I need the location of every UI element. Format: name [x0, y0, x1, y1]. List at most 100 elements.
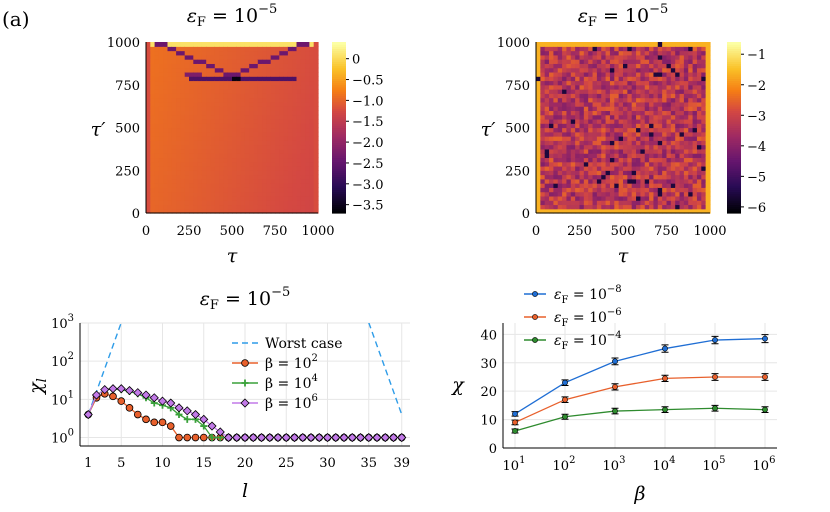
heatmap-cell: [184, 170, 190, 176]
heatmap-cell: [592, 165, 598, 171]
heatmap-cell: [675, 89, 681, 94]
heatmap-cell: [701, 136, 707, 141]
y-axis-label: τ′: [481, 119, 497, 141]
heatmap-cell: [705, 136, 711, 141]
heatmap-cell: [553, 136, 559, 141]
heatmap-cell: [705, 89, 711, 94]
heatmap-cell: [266, 153, 272, 159]
heatmap-cell: [214, 174, 220, 180]
heatmap-cell: [270, 54, 276, 60]
heatmap-cell: [214, 136, 220, 141]
heatmap-cell: [266, 178, 272, 184]
heatmap-cell: [313, 46, 319, 52]
heatmap-cell: [244, 42, 250, 47]
heatmap-cell: [249, 97, 255, 103]
heatmap-cell: [696, 80, 702, 86]
heatmap-cell: [657, 42, 663, 47]
heatmap-cell: [244, 170, 250, 176]
heatmap-cell: [275, 148, 280, 154]
heatmap-cell: [184, 93, 190, 99]
heatmap-cell: [244, 80, 250, 86]
heatmap-cell: [666, 59, 672, 64]
heatmap-cell: [189, 59, 194, 64]
heatmap-cell: [679, 140, 685, 146]
heatmap-cell: [214, 200, 220, 206]
heatmap-cell: [631, 127, 637, 133]
heatmap-cell: [313, 157, 319, 163]
colorbar-segment: [727, 208, 741, 212]
heatmap-cell: [150, 144, 156, 150]
heatmap-cell: [627, 187, 633, 193]
heatmap-cell: [236, 110, 242, 116]
heatmap-cell: [249, 118, 255, 124]
heatmap-cell: [618, 67, 624, 73]
heatmap-cell: [167, 131, 173, 137]
heatmap-cell: [579, 157, 585, 163]
heatmap-cell: [653, 97, 659, 103]
heatmap-cell: [223, 178, 229, 184]
heatmap-cell: [279, 170, 285, 176]
heatmap-cell: [566, 127, 572, 133]
heatmap-cell: [219, 97, 224, 103]
heatmap-cell: [262, 187, 267, 193]
heatmap-cell: [180, 178, 186, 184]
heatmap-cell: [253, 59, 259, 64]
heatmap-cell: [640, 127, 646, 133]
heatmap-cell: [644, 136, 650, 141]
heatmap-cell: [296, 97, 302, 103]
heatmap-cell: [605, 42, 611, 47]
heatmap-cell: [313, 54, 319, 60]
heatmap-cell: [309, 123, 315, 129]
heatmap-cell: [544, 97, 550, 103]
heatmap-cell: [163, 114, 169, 120]
heatmap-cell: [544, 76, 550, 82]
heatmap-cell: [540, 89, 546, 94]
heatmap-cell: [167, 161, 173, 167]
colorbar-segment: [727, 123, 741, 126]
heatmap-cell: [670, 208, 676, 214]
heatmap-cell: [536, 46, 541, 52]
heatmap-cell: [536, 123, 541, 129]
heatmap-cell: [283, 208, 289, 214]
heatmap-cell: [536, 42, 541, 47]
heatmap-cell: [544, 59, 550, 64]
heatmap-cell: [631, 118, 637, 124]
heatmap-cell: [257, 161, 263, 167]
colorbar-segment: [727, 168, 741, 171]
heatmap-cell: [223, 187, 229, 193]
heatmap-cell: [566, 140, 572, 146]
heatmap-cell: [292, 54, 298, 60]
heatmap-cell: [553, 157, 559, 163]
heatmap-cell: [688, 67, 694, 73]
heatmap-cell: [601, 127, 607, 133]
heatmap-cell: [193, 106, 199, 111]
heatmap-cell: [705, 80, 711, 86]
heatmap-cell: [176, 157, 181, 163]
heatmap-cell: [609, 114, 615, 120]
heatmap-cell: [184, 110, 190, 116]
heatmap-cell: [662, 136, 668, 141]
heatmap-cell: [262, 110, 267, 116]
heatmap-cell: [214, 93, 220, 99]
heatmap-cell: [313, 97, 319, 103]
colorbar-segment: [332, 198, 346, 201]
heatmap-cell: [688, 183, 694, 188]
heatmap-cell: [193, 183, 199, 188]
heatmap-cell: [240, 131, 246, 137]
heatmap-cell: [236, 71, 242, 77]
heatmap-cell: [666, 200, 672, 206]
y-tick-label: 40: [480, 328, 497, 343]
heatmap-cell: [210, 71, 216, 77]
heatmap-cell: [309, 140, 315, 146]
heatmap-cell: [562, 42, 568, 47]
heatmap-cell: [180, 204, 186, 210]
heatmap-cell: [614, 157, 620, 163]
heatmap-cell: [614, 46, 620, 52]
heatmap-cell: [189, 106, 194, 111]
heatmap-cell: [557, 170, 563, 176]
heatmap-cell: [184, 200, 190, 206]
heatmap-cell: [679, 97, 685, 103]
heatmap-cell: [618, 161, 624, 167]
heatmap-cell: [631, 80, 637, 86]
